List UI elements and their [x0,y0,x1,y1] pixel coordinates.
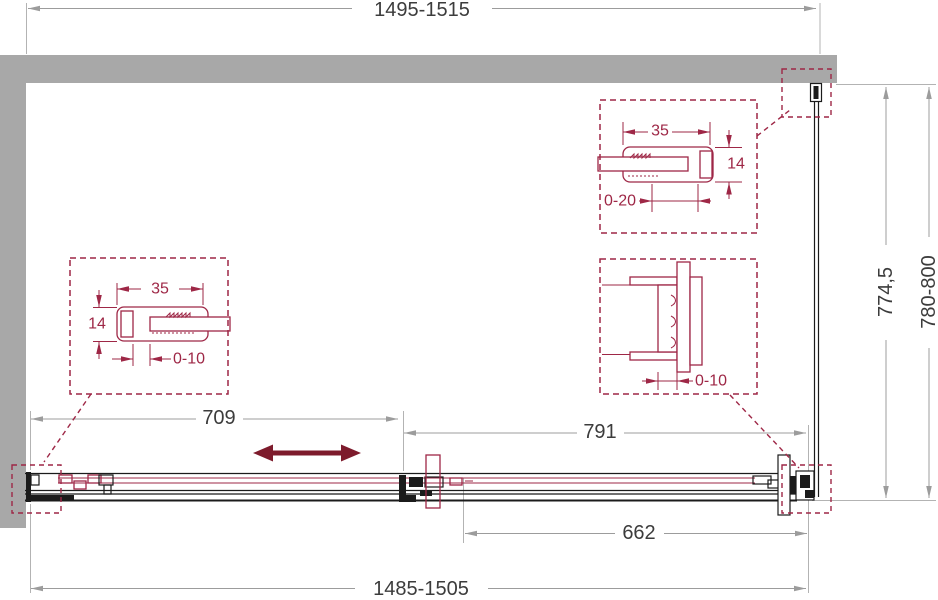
label-overall-bottom: 1485-1505 [373,578,469,600]
rail-centre-fitting [399,454,473,509]
label-fixed-panel-right: 791 [583,421,616,443]
label-wall-profile-width: 35 [651,123,669,140]
wall-top [0,55,837,83]
door-rail-assembly [25,454,815,516]
profile-inner [699,150,713,179]
callout-target-top-right [781,68,832,118]
clamp-teeth [165,311,191,319]
label-wall-profile-adjustment: 0-20 [604,193,636,210]
leader-left [43,393,92,463]
label-wall-profile-height: 14 [727,156,745,173]
leader-bottom-right [729,394,800,469]
detail-wall-profile [597,122,742,212]
connector-arm-top [629,276,678,286]
label-side-panel-glass: 774,5 [875,267,897,317]
profile-teeth [629,152,651,160]
rail-left-end-fitting [26,472,114,502]
callout-box-wall-profile [599,99,758,234]
connector-glass-bar [676,261,691,373]
detail-labels: 35 14 0-10 35 14 0-20 0-10 [88,123,745,390]
detail-callouts [11,68,832,514]
profile-glass [597,156,689,172]
callout-target-bottom-right [781,464,832,514]
label-left-clamp-width: 35 [151,281,169,298]
centre-red-plate [425,454,441,509]
dimension-labels: 1495-1515 1485-1505 709 791 662 774,5 78… [202,0,938,600]
connector-outer-bar [689,276,703,366]
clamp-glass [149,316,231,332]
label-glass-door-width: 662 [622,522,655,544]
right-end-plate [777,454,791,516]
detail-side-connector [602,261,703,390]
label-side-depth-range: 780-800 [918,255,938,328]
callout-box-left-clamp [69,257,229,395]
detail-left-clamp [93,283,231,366]
wall-left [0,55,26,528]
rail-right-end-fitting [752,454,815,516]
dim-overall-bottom [30,425,809,593]
dim-overall-top [26,3,821,54]
slide-direction-arrow [253,444,361,462]
dim-door-opening-left [30,411,404,471]
dim-glass-door-width [463,478,807,543]
connector-arm-bottom [629,351,678,361]
label-left-clamp-height: 14 [88,316,106,333]
side-panel [809,82,823,497]
label-overall-top: 1495-1515 [374,0,470,21]
leader-top-right [756,109,791,137]
walls [0,55,837,528]
dim-side-depth [812,84,936,501]
clamp-inner [120,310,134,338]
callout-box-side-connector [599,258,758,395]
side-panel-wall-bracket [809,82,823,103]
label-side-connector-adjustment: 0-10 [695,373,727,390]
label-door-opening-left: 709 [202,407,235,429]
dimension-lines [26,3,936,593]
callout-target-bottom-left [11,464,62,514]
label-left-clamp-adjustment: 0-10 [173,351,205,368]
